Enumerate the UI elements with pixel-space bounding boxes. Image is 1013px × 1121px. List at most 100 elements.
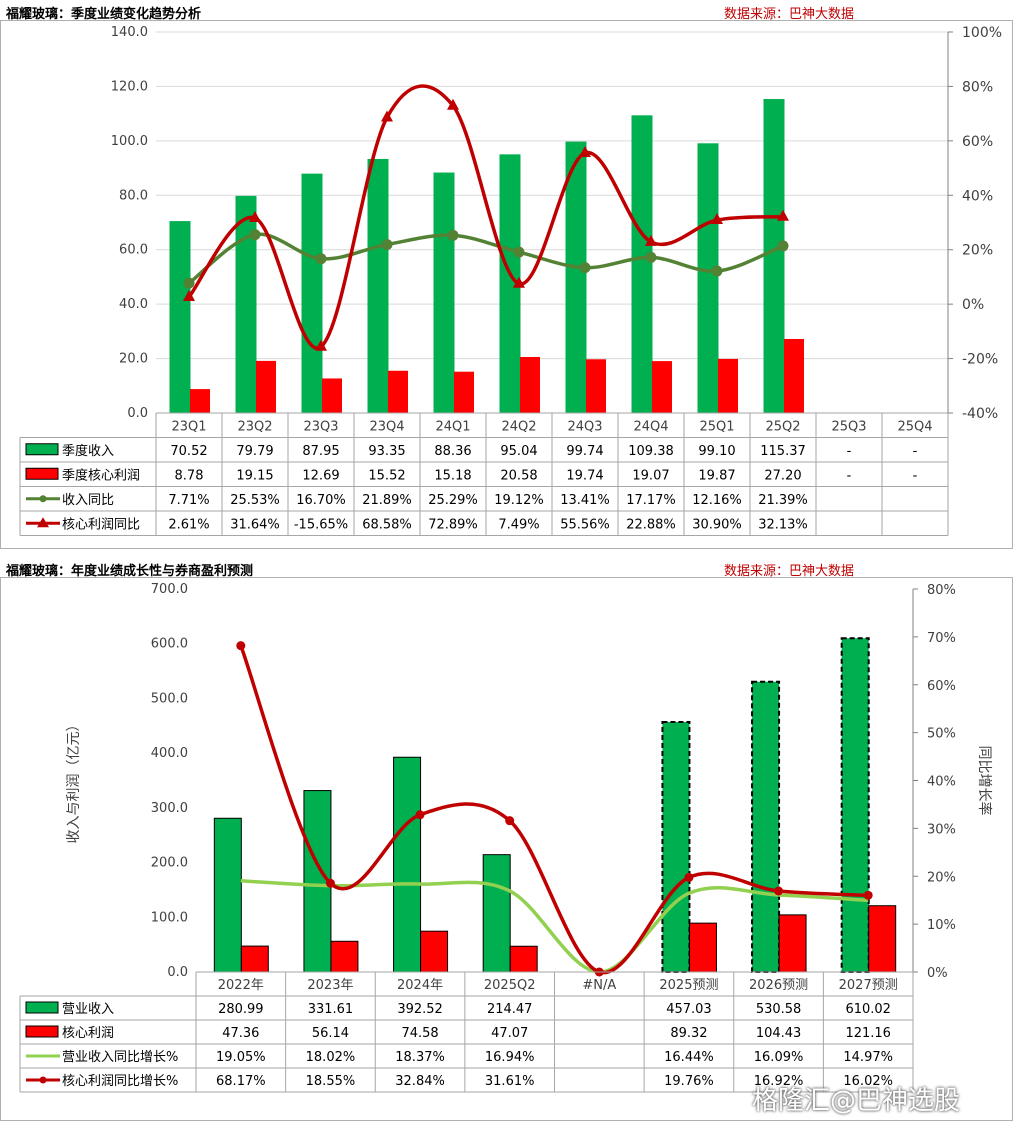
chart2-bar-0-5: [661, 720, 691, 973]
chart1-legend-label-0: 季度收入: [62, 443, 114, 459]
chart1-cell-2-8: 12.16%: [692, 493, 742, 508]
chart2-ytick-right: 40%: [927, 775, 956, 790]
chart2-ytick-right: 20%: [927, 870, 956, 885]
chart2-ytick-left: 500.0: [151, 691, 188, 706]
chart1-category-label: 24Q2: [501, 419, 536, 434]
chart1-ytick-left: 60.0: [119, 243, 148, 258]
chart1-category-label: 23Q2: [237, 419, 272, 434]
chart1-legend-swatch-1: [25, 467, 59, 480]
chart2-cell-2-7: 14.97%: [843, 1050, 893, 1065]
chart2-point-1-1: [325, 878, 335, 888]
chart2-point-1-6: [774, 886, 784, 896]
chart1-point-1-2: [315, 339, 327, 351]
chart1-category-label: 23Q1: [171, 419, 206, 434]
chart1-cell-2-2: 16.70%: [296, 493, 346, 508]
chart2-legend-marker-3: [39, 1076, 47, 1084]
chart1-bar-0-6: [565, 141, 587, 414]
chart2-ytick-right: 50%: [927, 727, 956, 742]
chart1-ytick-right: 0%: [962, 297, 984, 313]
chart1-bar-1-7: [652, 361, 672, 413]
chart2-cell-3-1: 18.55%: [306, 1074, 356, 1089]
chart2-ytick-right: 0%: [927, 966, 948, 981]
chart2-bar-1-0: [240, 945, 269, 973]
chart2-cell-0-6: 530.58: [756, 1002, 802, 1017]
chart1-source: 数据来源：巴神大数据: [724, 7, 855, 22]
chart1-cell-0-11: -: [913, 444, 918, 459]
chart2-cell-2-5: 16.44%: [664, 1050, 714, 1065]
chart1-ytick-right: 100%: [962, 25, 1002, 41]
chart2-ytick-right: 60%: [927, 679, 956, 694]
chart1-point-0-6: [579, 262, 591, 274]
chart1-cell-0-1: 79.79: [236, 444, 273, 459]
chart1-point-1-6: [579, 145, 591, 157]
chart1-category-label: 23Q3: [303, 419, 338, 434]
chart2-bar-1-3: [509, 945, 538, 973]
chart2-bar-0-0: [213, 817, 242, 973]
chart1-line-1: [187, 84, 784, 350]
chart1-bar-0-2: [301, 173, 323, 413]
chart1-cell-0-5: 95.04: [500, 444, 537, 459]
chart1-cell-0-0: 70.52: [170, 444, 207, 459]
chart2-ytick-left: 200.0: [151, 856, 188, 871]
chart2-line-0: [240, 879, 869, 974]
chart1-cell-2-4: 25.29%: [428, 493, 478, 508]
chart1-ytick-right: 80%: [962, 79, 993, 95]
chart2-cell-0-5: 457.03: [666, 1002, 712, 1017]
chart2-bar-0-6: [751, 680, 781, 974]
chart2-ytick-right: 30%: [927, 822, 956, 837]
chart2-cell-2-1: 18.02%: [306, 1050, 356, 1065]
chart1-cell-1-0: 8.78: [175, 468, 204, 483]
chart2-point-1-2: [415, 810, 425, 820]
chart1-cell-0-10: -: [847, 444, 852, 459]
chart1-title: 福耀玻璃：季度业绩变化趋势分析: [6, 7, 202, 22]
chart1-category-label: 25Q1: [699, 419, 734, 434]
chart2-bar-0-7: [840, 637, 870, 974]
chart2-point-1-0: [236, 641, 246, 651]
chart1-cell-0-7: 109.38: [628, 444, 674, 459]
chart1-cell-2-7: 17.17%: [626, 493, 676, 508]
chart1-cell-0-6: 99.74: [566, 444, 603, 459]
chart1-cell-2-9: 21.39%: [758, 493, 808, 508]
chart1-category-label: 25Q4: [897, 419, 932, 434]
chart1-bar-1-1: [256, 360, 276, 413]
chart1-group: 0.020.040.060.080.0100.0120.0140.0-40%-2…: [19, 25, 1002, 536]
chart2-title: 福耀玻璃：年度业绩成长性与券商盈利预测: [6, 564, 254, 579]
chart2-line-1: [239, 645, 869, 975]
chart1-cell-0-4: 88.36: [434, 444, 471, 459]
chart1-point-1-5: [513, 276, 525, 288]
chart1-bar-1-3: [388, 370, 408, 413]
chart1-cell-3-4: 72.89%: [428, 517, 478, 532]
chart1-cell-1-4: 15.18: [434, 468, 471, 483]
chart2-cell-3-6: 16.92%: [754, 1074, 804, 1089]
chart1-ytick-right: 20%: [962, 243, 993, 259]
chart1-bar-0-9: [763, 99, 785, 414]
chart2-ytick-left: 300.0: [151, 801, 188, 816]
chart2-ytick-left: 600.0: [151, 637, 188, 652]
chart1-cell-0-2: 87.95: [302, 444, 339, 459]
chart1-point-1-7: [645, 234, 657, 246]
chart1-ytick-left: 80.0: [119, 188, 148, 203]
chart2-cell-3-2: 32.84%: [395, 1074, 445, 1089]
chart1-cell-1-5: 20.58: [500, 468, 537, 483]
chart1-cell-2-1: 25.53%: [230, 493, 280, 508]
chart1-ytick-left: 100.0: [111, 134, 148, 149]
chart2-cell-1-7: 121.16: [845, 1026, 891, 1041]
chart2-ytick-right: 70%: [927, 631, 956, 646]
chart1-category-label: 25Q3: [831, 419, 866, 434]
chart1-cell-3-5: 7.49%: [498, 517, 539, 532]
chart1-ytick-left: 140.0: [111, 25, 148, 40]
chart1-cell-3-0: 2.61%: [168, 517, 209, 532]
chart1-cell-3-7: 22.88%: [626, 517, 676, 532]
chart1-ytick-right: -20%: [962, 352, 998, 368]
chart1-bar-0-4: [433, 172, 455, 413]
chart1-ytick-left: 20.0: [119, 352, 148, 367]
chart1-ytick-left: 40.0: [119, 297, 148, 312]
chart2-cell-1-3: 47.07: [491, 1026, 528, 1041]
chart2-category-label: 2024年: [397, 978, 443, 993]
chart1-bar-1-9: [784, 338, 804, 413]
chart1-cell-1-8: 19.87: [698, 468, 735, 483]
chart1-point-0-1: [249, 229, 261, 241]
chart2-cell-1-0: 47.36: [222, 1026, 259, 1041]
chart1-legend-marker-3: [37, 517, 49, 528]
chart1-category-label: 24Q3: [567, 419, 602, 434]
